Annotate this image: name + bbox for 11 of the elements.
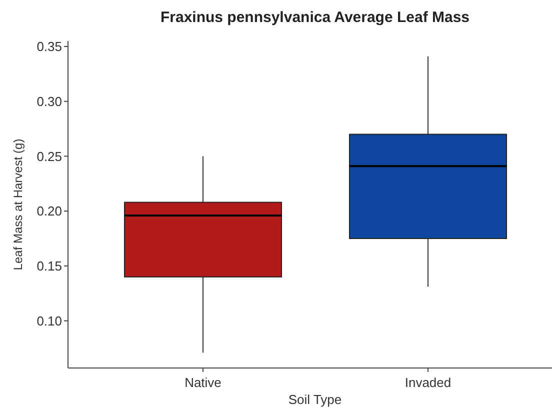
chart-title: Fraxinus pennsylvanica Average Leaf Mass xyxy=(160,9,470,26)
x-tick-label: Invaded xyxy=(404,375,452,390)
y-tick-label: 0.10 xyxy=(36,313,62,328)
y-axis-title: Leaf Mass at Harvest (g) xyxy=(11,138,25,270)
x-tick-label: Native xyxy=(184,375,222,390)
y-tick-label: 0.15 xyxy=(36,258,62,274)
y-tick-label: 0.25 xyxy=(36,148,62,164)
y-tick-label: 0.30 xyxy=(36,94,62,109)
y-tick-label: 0.35 xyxy=(36,39,62,54)
y-tick-label: 0.20 xyxy=(36,204,62,219)
x-axis-title: Soil Type xyxy=(288,392,342,407)
